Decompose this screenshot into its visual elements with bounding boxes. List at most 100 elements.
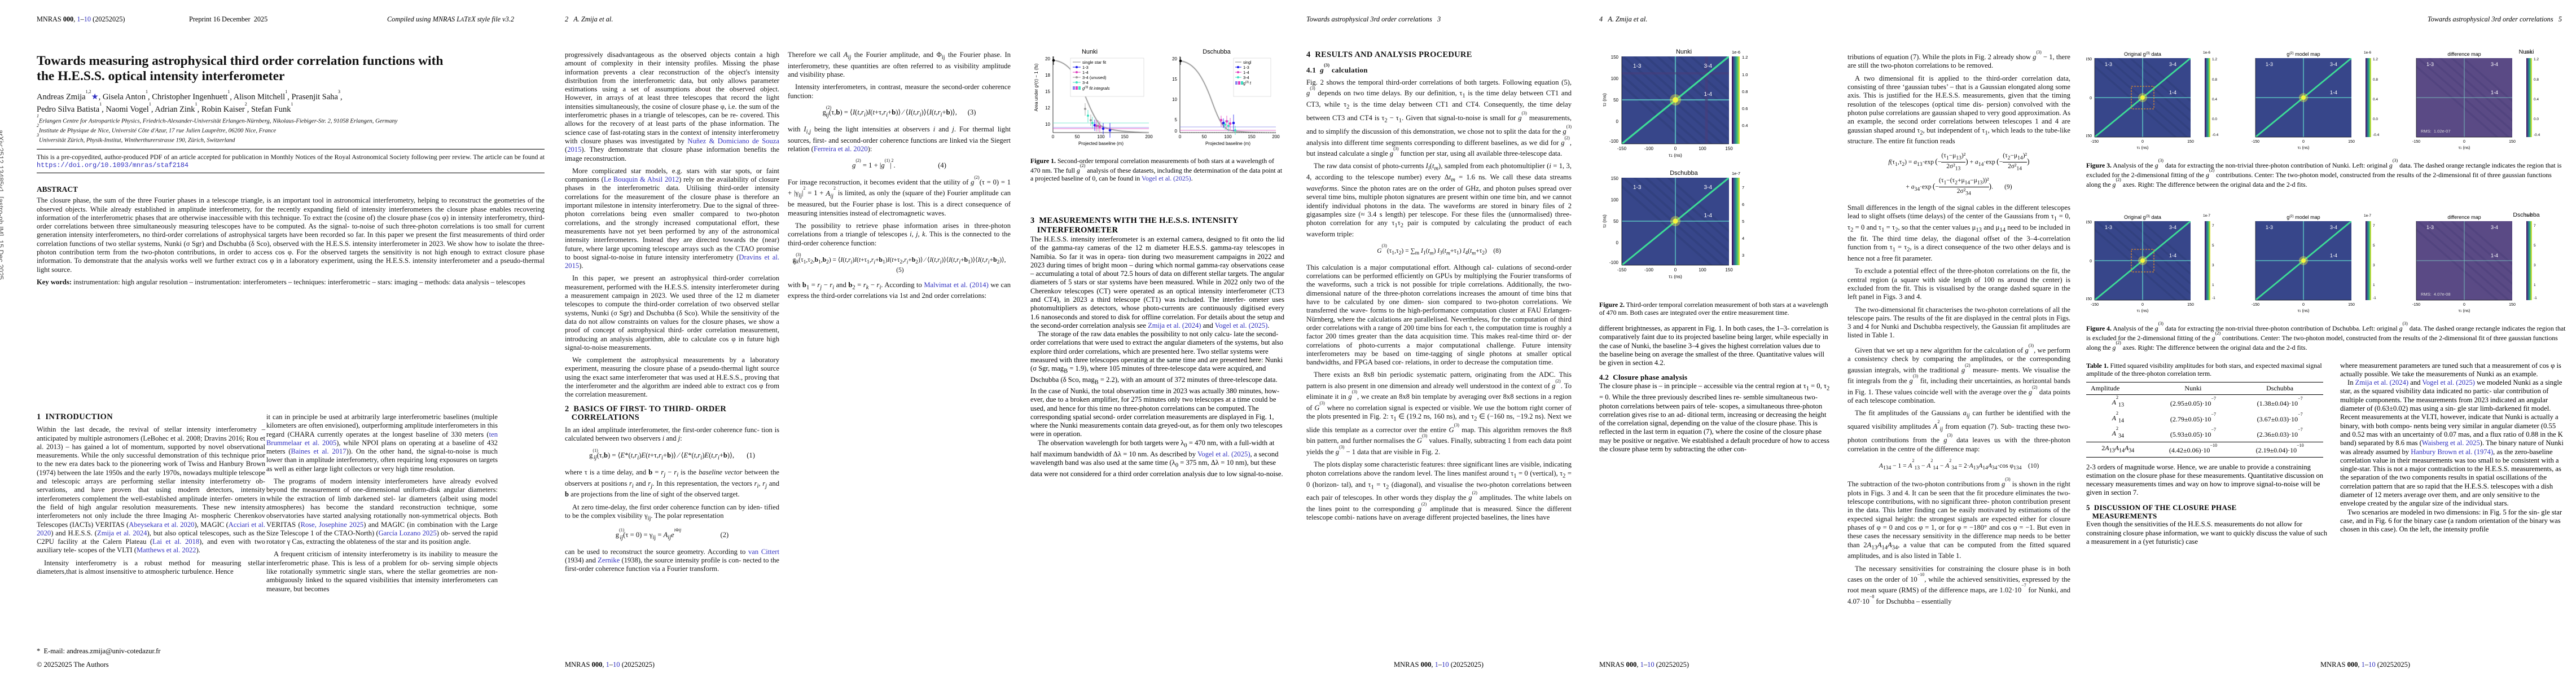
svg-text:1e-6: 1e-6 [2525, 51, 2532, 55]
svg-text:10: 10 [1172, 97, 1177, 102]
svg-text:τ1 (ns): τ1 (ns) [2298, 145, 2310, 150]
svg-text:3-4: 3-4 [2491, 61, 2498, 67]
svg-text:150: 150 [2509, 303, 2516, 307]
svg-text:-100: -100 [1609, 260, 1619, 265]
svg-text:12: 12 [1045, 105, 1050, 111]
svg-text:7: 7 [2534, 224, 2536, 228]
svg-text:-0.4: -0.4 [2212, 133, 2219, 137]
svg-text:1.2: 1.2 [2373, 58, 2378, 61]
svg-text:-150: -150 [2086, 297, 2092, 301]
svg-text:-150: -150 [2091, 140, 2099, 144]
svg-text:-150: -150 [1617, 146, 1627, 151]
svg-text:1-3: 1-3 [2105, 225, 2112, 230]
svg-text:6: 6 [1742, 202, 1744, 207]
svg-text:-150: -150 [2252, 303, 2259, 307]
svg-text:0: 0 [1052, 134, 1055, 139]
svg-text:Area under g²(τ) − 1 (fs): Area under g²(τ) − 1 (fs) [1034, 63, 1039, 111]
svg-text:1e-7: 1e-7 [2364, 214, 2371, 218]
svg-text:-1: -1 [2534, 296, 2537, 300]
svg-text:3-4: 3-4 [1243, 75, 1249, 80]
svg-text:1-4: 1-4 [1082, 70, 1089, 75]
svg-text:-150: -150 [1617, 267, 1627, 272]
svg-text:-150: -150 [2412, 140, 2420, 144]
svg-text:20: 20 [1045, 56, 1050, 61]
svg-text:1-3: 1-3 [2266, 225, 2273, 230]
svg-text:100: 100 [1097, 134, 1105, 139]
svg-text:1-3: 1-3 [1243, 65, 1249, 70]
svg-text:3-4: 3-4 [1704, 63, 1713, 69]
svg-text:1e-7: 1e-7 [1732, 171, 1740, 176]
svg-text:150: 150 [1725, 146, 1733, 151]
svg-text:1e-7: 1e-7 [2525, 214, 2532, 218]
svg-text:-150: -150 [2086, 134, 2092, 138]
svg-text:18: 18 [1045, 73, 1050, 78]
svg-text:0: 0 [1674, 267, 1677, 272]
svg-text:0: 0 [2141, 140, 2144, 144]
svg-text:150: 150 [1611, 55, 1619, 60]
svg-text:0: 0 [1616, 119, 1619, 124]
svg-text:1.0: 1.0 [1742, 72, 1748, 77]
svg-text:7: 7 [2212, 224, 2214, 228]
svg-text:0: 0 [2302, 140, 2305, 144]
svg-text:1-4: 1-4 [2491, 90, 2498, 95]
svg-text:200: 200 [1272, 134, 1280, 139]
svg-text:7: 7 [1742, 185, 1744, 190]
svg-text:τ1 (ns): τ1 (ns) [2459, 308, 2470, 313]
svg-text:0: 0 [1674, 146, 1677, 151]
svg-text:0.8: 0.8 [2373, 78, 2378, 82]
svg-text:-150: -150 [2252, 140, 2259, 144]
svg-text:3: 3 [1742, 253, 1744, 258]
svg-text:0.8: 0.8 [2212, 78, 2217, 82]
svg-text:150: 150 [2509, 140, 2516, 144]
svg-text:7: 7 [2373, 224, 2375, 228]
svg-text:1-3: 1-3 [1082, 65, 1089, 70]
svg-text:150: 150 [2187, 303, 2194, 307]
svg-text:0: 0 [2463, 140, 2465, 144]
svg-text:-150: -150 [2412, 303, 2420, 307]
svg-text:-100: -100 [1644, 146, 1654, 151]
svg-text:1-3: 1-3 [2266, 61, 2273, 67]
svg-text:20: 20 [1172, 56, 1177, 61]
svg-text:-150: -150 [2091, 303, 2099, 307]
svg-text:RMS: 4.07e-08: RMS: 4.07e-08 [2421, 292, 2451, 297]
svg-text:RMS: 1.02e-07: RMS: 1.02e-07 [2421, 129, 2451, 134]
svg-text:τ2 (ns): τ2 (ns) [1601, 214, 1607, 228]
svg-text:Original g(3) data: Original g(3) data [2124, 214, 2161, 220]
svg-text:50: 50 [1202, 134, 1207, 139]
svg-text:3: 3 [2534, 263, 2536, 267]
svg-text:3-4: 3-4 [2169, 61, 2176, 67]
svg-text:15: 15 [1172, 77, 1177, 82]
svg-text:200: 200 [1145, 134, 1153, 139]
svg-text:1.2: 1.2 [2212, 58, 2217, 61]
svg-text:3-4: 3-4 [2330, 61, 2337, 67]
svg-text:0.8: 0.8 [2534, 78, 2539, 82]
svg-text:1-4: 1-4 [2169, 253, 2176, 258]
svg-text:Projected baseline (m): Projected baseline (m) [1078, 141, 1124, 146]
svg-text:1: 1 [2212, 283, 2214, 287]
svg-text:1-3: 1-3 [1633, 63, 1642, 69]
svg-text:0: 0 [2141, 303, 2144, 307]
svg-text:1: 1 [2534, 283, 2536, 287]
svg-text:1-4: 1-4 [1243, 70, 1249, 75]
svg-text:150: 150 [2348, 303, 2355, 307]
svg-text:τ1 (ns): τ1 (ns) [2298, 308, 2310, 313]
svg-text:-100: -100 [1609, 139, 1619, 144]
svg-text:0: 0 [2090, 96, 2092, 100]
svg-text:150: 150 [2086, 58, 2092, 61]
svg-text:-100: -100 [1644, 267, 1654, 272]
svg-text:1-4: 1-4 [2491, 253, 2498, 258]
svg-text:1.2: 1.2 [2534, 58, 2539, 61]
svg-text:Dschubba: Dschubba [1670, 170, 1698, 177]
svg-text:0.6: 0.6 [1742, 106, 1748, 111]
svg-text:difference map: difference map [2447, 214, 2481, 220]
svg-text:1e-7: 1e-7 [2203, 214, 2210, 218]
svg-text:τ1 (ns): τ1 (ns) [1669, 274, 1682, 279]
svg-text:τ1 (ns): τ1 (ns) [2459, 145, 2470, 150]
svg-text:150: 150 [2086, 221, 2092, 225]
svg-text:3-4 (unused): 3-4 (unused) [1082, 75, 1107, 80]
svg-text:100: 100 [1699, 267, 1706, 272]
svg-text:3-4: 3-4 [2491, 225, 2498, 230]
svg-text:1-4: 1-4 [1704, 91, 1713, 98]
svg-text:100: 100 [1611, 76, 1619, 81]
svg-text:3-4: 3-4 [2330, 225, 2337, 230]
